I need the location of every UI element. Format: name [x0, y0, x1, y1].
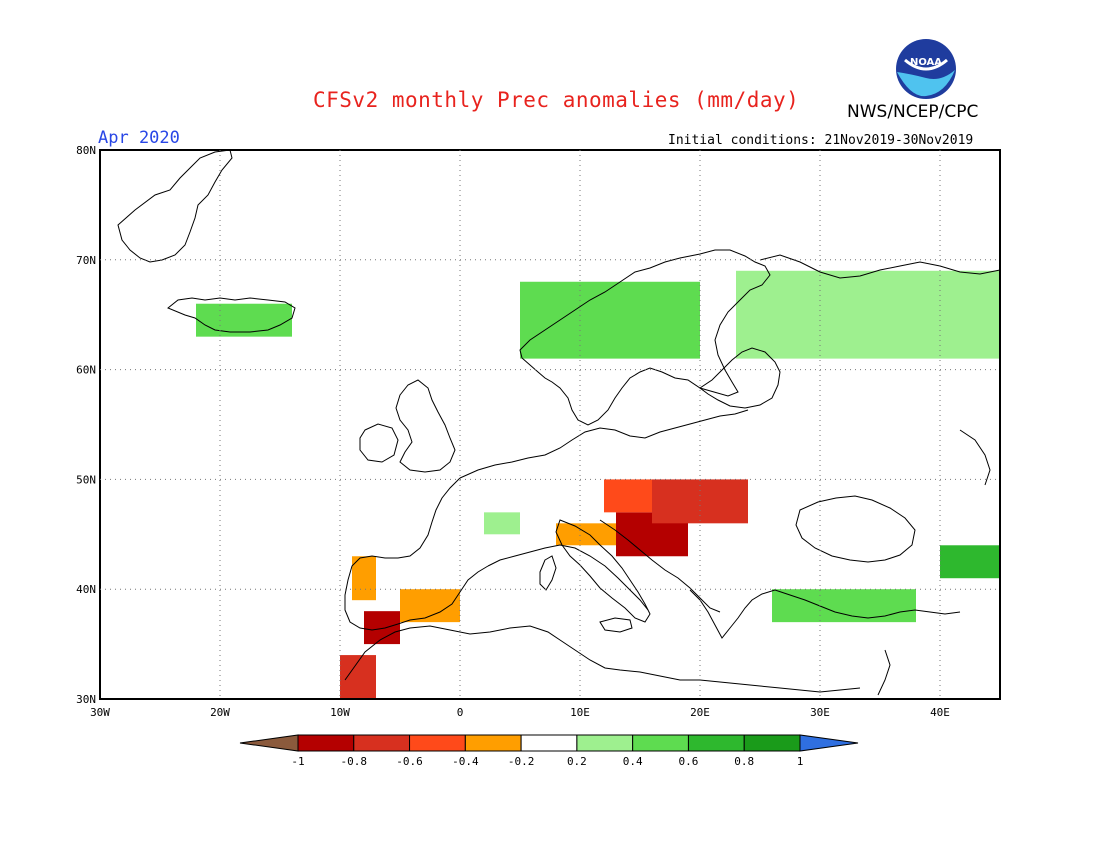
x-tick-label: 20E	[690, 706, 710, 719]
x-tick-label: 10W	[330, 706, 350, 719]
anomaly-cell-8	[736, 270, 1000, 359]
y-tick-label: 30N	[76, 693, 96, 706]
colorbar-tick-label: -0.2	[508, 755, 535, 768]
anomaly-cell-9	[520, 281, 700, 359]
axis-ticks: 30W 20W 10W 0 10E 20E 30E 40E 30N 40N 50N 60N 70N 80N	[76, 144, 950, 719]
colorbar-tick-label: 0.8	[734, 755, 754, 768]
x-tick-label: 40E	[930, 706, 950, 719]
colorbar-segment	[576, 734, 634, 752]
x-tick-label: 30W	[90, 706, 110, 719]
colorbar-tick-label: 1	[797, 755, 804, 768]
coastlines	[117, 149, 1001, 696]
colorbar: -1 -0.8 -0.6 -0.4 -0.2 0.2 0.4 0.6 0.8 1	[239, 734, 859, 768]
anomaly-cell-2	[604, 479, 652, 513]
map-frame	[99, 149, 1001, 700]
colorbar-tick-label: 0.4	[623, 755, 643, 768]
colorbar-segment	[632, 734, 689, 752]
colorbar-high-arrow	[799, 734, 859, 752]
colorbar-low-arrow	[239, 734, 299, 752]
anomaly-cell-6	[400, 589, 460, 623]
colorbar-tick-label: 0.6	[679, 755, 699, 768]
anomaly-cells	[196, 270, 1000, 699]
colorbar-tick-label: 0.2	[567, 755, 587, 768]
x-tick-label: 10E	[570, 706, 590, 719]
anomaly-cell-3	[556, 523, 616, 546]
x-tick-label: 30E	[810, 706, 830, 719]
colorbar-segment	[353, 734, 411, 752]
initial-conditions-label: Initial conditions: 21Nov2019-30Nov2019	[668, 133, 974, 148]
x-tick-label: 0	[457, 706, 464, 719]
colorbar-tick-label: -0.4	[452, 755, 479, 768]
logo-text: NOAA	[910, 57, 942, 68]
anomaly-cell-13	[484, 512, 520, 535]
colorbar-segment	[520, 734, 578, 752]
colorbar-tick-label: -1	[291, 755, 304, 768]
colorbar-tick-label: -0.6	[396, 755, 423, 768]
colorbar-segment	[409, 734, 466, 752]
noaa-logo-icon: NOAA	[896, 39, 956, 99]
anomaly-cell-10	[196, 303, 292, 337]
y-tick-label: 40N	[76, 583, 96, 596]
colorbar-segment	[464, 734, 522, 752]
anomaly-cell-11	[772, 589, 916, 623]
colorbar-tick-label: -0.8	[341, 755, 368, 768]
colorbar-segment	[687, 734, 745, 752]
colorbar-segment	[297, 734, 355, 752]
anomaly-cell-7	[352, 556, 376, 601]
y-tick-label: 60N	[76, 364, 96, 377]
y-tick-label: 70N	[76, 254, 96, 267]
map-title: CFSv2 monthly Prec anomalies (mm/day)	[313, 88, 800, 112]
colorbar-segment	[743, 734, 801, 752]
anomaly-cell-12	[940, 545, 1000, 579]
agency-label: NWS/NCEP/CPC	[847, 102, 979, 122]
graticule	[100, 150, 1000, 699]
y-tick-label: 50N	[76, 473, 96, 486]
x-tick-label: 20W	[210, 706, 230, 719]
y-tick-label: 80N	[76, 144, 96, 157]
month-label: Apr 2020	[98, 128, 180, 148]
